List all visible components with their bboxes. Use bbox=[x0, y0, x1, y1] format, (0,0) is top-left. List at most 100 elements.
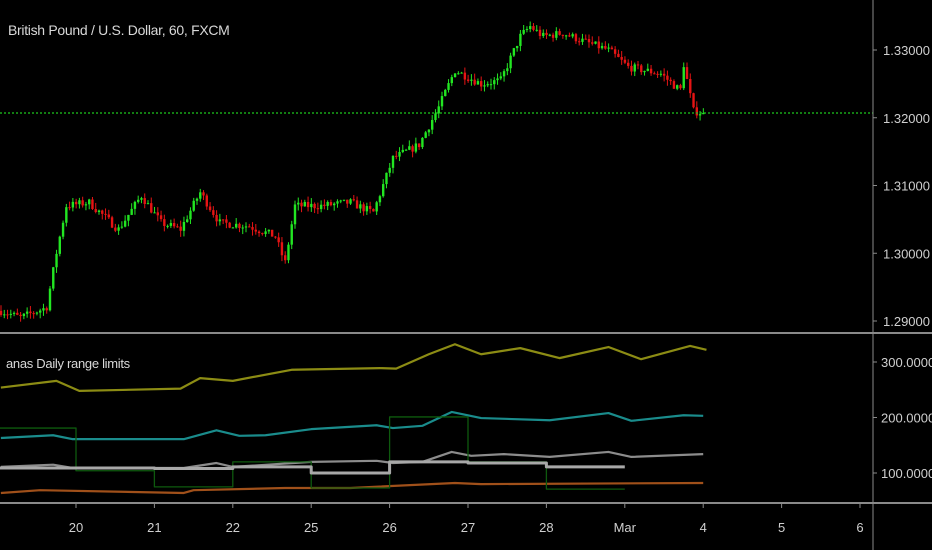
candle-body bbox=[293, 204, 297, 225]
candle-body bbox=[692, 93, 695, 108]
candle-body bbox=[689, 78, 692, 94]
candle-body bbox=[417, 143, 421, 148]
candle-body bbox=[613, 49, 617, 54]
candle-body bbox=[284, 255, 287, 261]
candle-body bbox=[342, 199, 346, 201]
candle-body bbox=[297, 202, 300, 205]
candle-body bbox=[336, 201, 339, 204]
candle-body bbox=[421, 137, 424, 148]
candle-body bbox=[218, 219, 222, 222]
candle-body bbox=[473, 79, 476, 85]
time-tick-label: 6 bbox=[856, 520, 863, 535]
candle-body bbox=[489, 84, 493, 86]
candle-body bbox=[316, 208, 320, 210]
candle-body bbox=[620, 57, 623, 60]
candle-body bbox=[460, 72, 463, 74]
candle-body bbox=[398, 151, 401, 157]
candle-body bbox=[437, 106, 440, 114]
candle-body bbox=[349, 199, 352, 204]
candle-body bbox=[208, 206, 212, 211]
candle-body bbox=[39, 310, 42, 313]
candle-body bbox=[306, 201, 310, 208]
candle-body bbox=[156, 212, 159, 216]
candle-body bbox=[444, 89, 447, 97]
candle-body bbox=[251, 227, 254, 230]
candle-body bbox=[424, 132, 427, 138]
candle-body bbox=[6, 314, 9, 316]
candle-body bbox=[630, 65, 633, 72]
candle-body bbox=[509, 55, 512, 69]
candle-body bbox=[88, 199, 91, 205]
candle-body bbox=[120, 226, 124, 228]
candle-body bbox=[669, 79, 672, 82]
candle-body bbox=[257, 231, 261, 234]
time-tick-label: 5 bbox=[778, 520, 785, 535]
indicator-series-line bbox=[0, 460, 625, 475]
candle-body bbox=[287, 244, 290, 261]
candle-body bbox=[310, 203, 313, 208]
candle-body bbox=[127, 214, 130, 221]
time-tick-label: 26 bbox=[382, 520, 396, 535]
candle-body bbox=[457, 73, 460, 75]
candle-body bbox=[231, 227, 235, 229]
candle-body bbox=[372, 208, 375, 212]
candle-body bbox=[333, 203, 336, 206]
candle-body bbox=[545, 32, 548, 36]
candle-body bbox=[117, 227, 120, 231]
candle-body bbox=[150, 203, 153, 213]
candle-body bbox=[656, 73, 659, 75]
candle-body bbox=[186, 219, 189, 222]
candle-body bbox=[176, 226, 179, 228]
candle-body bbox=[228, 222, 231, 228]
candle-body bbox=[679, 85, 682, 89]
candle-body bbox=[25, 311, 29, 314]
candle-body bbox=[551, 34, 555, 38]
candle-body bbox=[362, 204, 365, 212]
candle-body bbox=[114, 227, 117, 231]
time-tick-label: 25 bbox=[304, 520, 318, 535]
candle-body bbox=[636, 64, 640, 66]
candle-body bbox=[235, 223, 238, 228]
candle-body bbox=[685, 67, 689, 79]
candle-body bbox=[55, 253, 58, 268]
candle-body bbox=[205, 195, 208, 207]
time-tick-label: 21 bbox=[147, 520, 161, 535]
candle-body bbox=[564, 35, 568, 37]
candle-body bbox=[101, 210, 104, 214]
candle-body bbox=[61, 222, 65, 237]
candle-body bbox=[238, 223, 241, 229]
candle-body bbox=[329, 202, 333, 206]
candle-body bbox=[662, 73, 666, 76]
candle-body bbox=[290, 224, 293, 245]
candle-body bbox=[587, 39, 591, 43]
indicator-series-line bbox=[0, 416, 625, 490]
candle-body bbox=[12, 312, 16, 314]
candle-body bbox=[146, 203, 150, 205]
candle-body bbox=[3, 314, 6, 316]
candle-body bbox=[496, 78, 499, 81]
candle-body bbox=[52, 267, 55, 289]
candle-body bbox=[78, 200, 81, 205]
candle-body bbox=[558, 31, 561, 35]
candle-body bbox=[463, 72, 467, 80]
candle-body bbox=[355, 200, 359, 209]
candle-body bbox=[659, 73, 663, 75]
candle-body bbox=[434, 113, 437, 121]
candle-body bbox=[71, 201, 75, 208]
candle-body bbox=[529, 26, 532, 30]
candle-body bbox=[525, 29, 529, 31]
candle-body bbox=[578, 41, 581, 43]
candle-body bbox=[221, 219, 225, 221]
candle-body bbox=[649, 68, 653, 74]
candle-body bbox=[48, 288, 52, 311]
candle-body bbox=[666, 75, 669, 80]
candle-body bbox=[561, 34, 565, 36]
candle-body bbox=[94, 209, 97, 213]
candle-body bbox=[535, 29, 538, 31]
candle-body bbox=[483, 85, 486, 87]
candle-body bbox=[192, 200, 195, 211]
candle-body bbox=[388, 167, 391, 173]
candle-body bbox=[323, 204, 326, 206]
candle-body bbox=[617, 53, 620, 58]
